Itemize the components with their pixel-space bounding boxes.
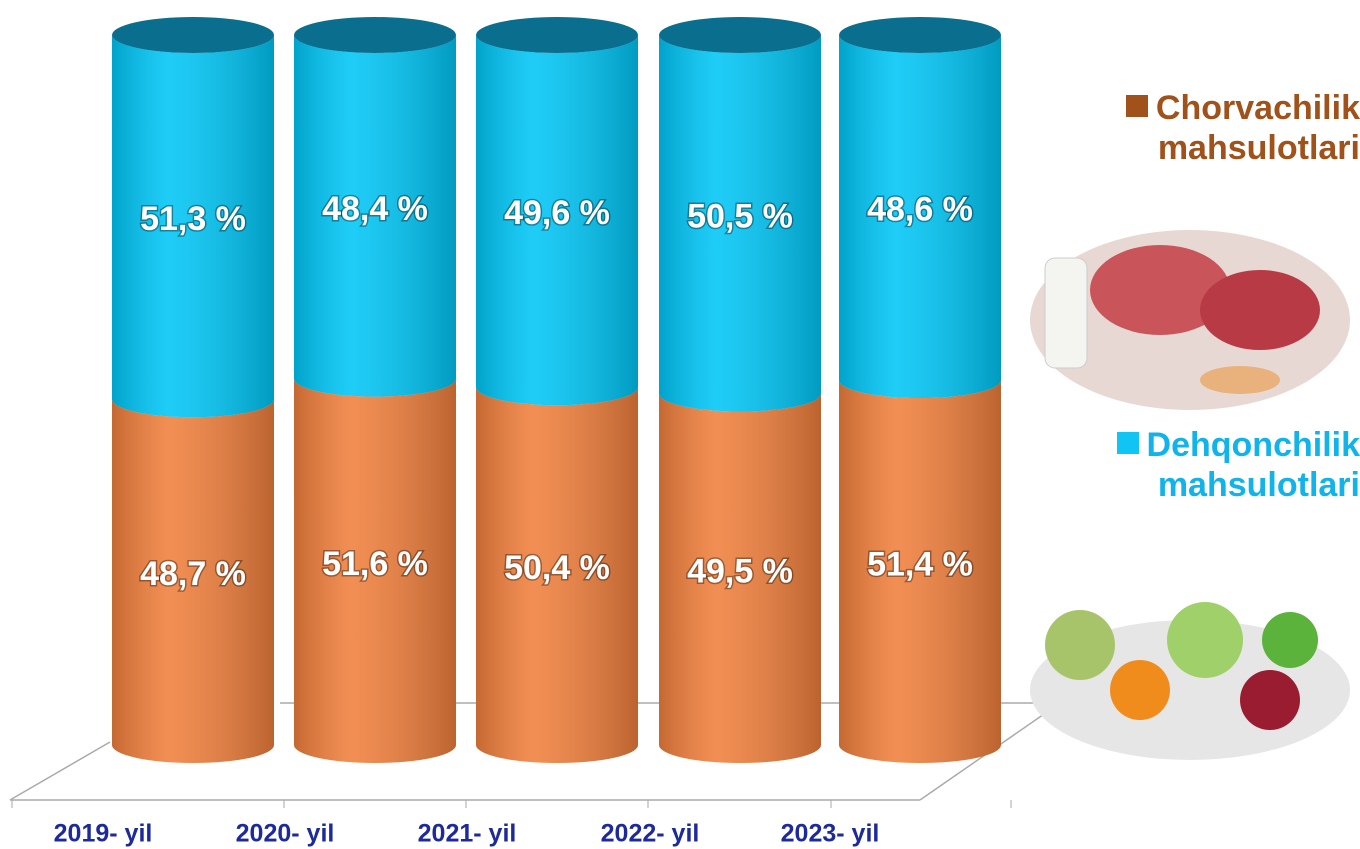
cylinder-shade [294, 378, 456, 763]
cylinder-top [476, 17, 638, 53]
cylinder-shade [839, 380, 1001, 763]
cylinder-shade [112, 35, 274, 418]
value-label: 48,7 % [140, 555, 246, 593]
value-label: 50,5 % [687, 197, 793, 235]
cylinder-top [112, 17, 274, 53]
cylinder-shade [839, 35, 1001, 399]
bars: 48,7 % 51,3 % 51,6 % 48,4 % 50,4 % 49,6 % 49,5… [112, 17, 1001, 763]
x-tick-label: 2023- yil [781, 820, 880, 848]
legend-item: Chorvachilik mahsulotlari [1070, 88, 1360, 168]
cylinder-top [294, 17, 456, 53]
legend-swatch [1125, 95, 1148, 117]
legend-label: Chorvachilik mahsulotlari [1155, 89, 1360, 167]
cylinder-shade [659, 393, 821, 763]
cylinder-shade [476, 35, 638, 406]
cylinder-shade [659, 35, 821, 412]
cylinder-shade [294, 35, 456, 397]
x-tick-label: 2021- yil [418, 820, 517, 848]
value-label: 51,6 % [322, 545, 428, 583]
x-tick-label: 2022- yil [601, 820, 700, 848]
cylinder-shade [112, 399, 274, 763]
value-label: 50,4 % [504, 549, 610, 587]
value-label: 51,3 % [140, 200, 246, 238]
value-label: 51,4 % [867, 546, 973, 584]
x-tick-label: 2019- yil [54, 820, 153, 848]
value-label: 48,4 % [322, 190, 428, 228]
produce-illustrations [1030, 230, 1350, 760]
x-tick-label: 2020- yil [236, 820, 335, 848]
value-label: 49,6 % [504, 194, 610, 232]
cylinder-top [659, 17, 821, 53]
legend-swatch [1116, 432, 1139, 454]
cylinder-shade [476, 387, 638, 763]
legend-item: Dehqonchilik mahsulotlari [1070, 425, 1360, 505]
legend-label: Dehqonchilik mahsulotlari [1146, 426, 1360, 504]
value-label: 48,6 % [867, 191, 973, 229]
cylinder-top [839, 17, 1001, 53]
value-label: 49,5 % [687, 552, 793, 590]
